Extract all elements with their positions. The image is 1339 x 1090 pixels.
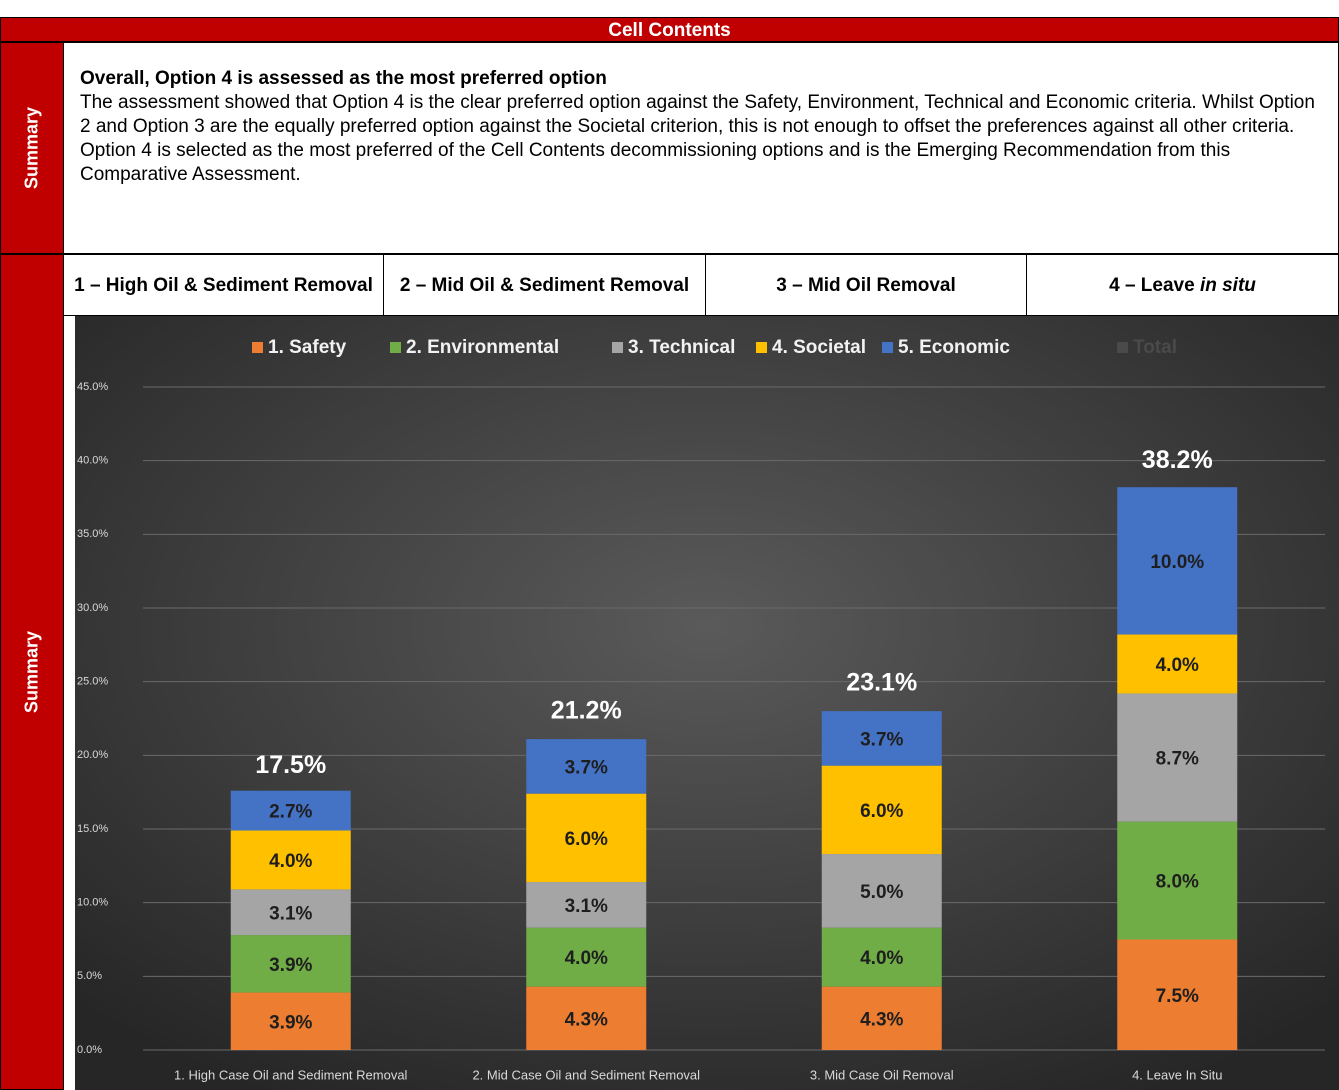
bar-segment bbox=[821, 711, 942, 766]
summary-heading: Overall, Option 4 is assessed as the mos… bbox=[80, 68, 607, 89]
y-tick-label: 20.0% bbox=[77, 749, 108, 761]
segment-label: 4.0% bbox=[860, 948, 903, 969]
bar-segment bbox=[230, 889, 351, 936]
segment-label: 8.0% bbox=[1156, 872, 1199, 893]
chart: 0.0% 5.0% 10.0% 15.0% 20.0% 25.0% 30.0% 35.0% 40… bbox=[75, 316, 1339, 1090]
segment-label: 5.0% bbox=[860, 882, 903, 903]
segment-label: 3.1% bbox=[565, 896, 608, 917]
bar-segment bbox=[821, 927, 942, 987]
column-header: 1 – High Oil & Sediment Removal bbox=[64, 254, 384, 316]
segment-label: 3.9% bbox=[269, 1012, 312, 1033]
segment-label: 4.3% bbox=[860, 1009, 903, 1030]
bar-segment bbox=[526, 793, 647, 883]
segment-label: 4.3% bbox=[565, 1009, 608, 1030]
total-label: 17.5% bbox=[255, 751, 326, 779]
segment-label: 4.0% bbox=[565, 948, 608, 969]
legend-label: 4. Societal bbox=[772, 337, 866, 358]
y-tick-label: 15.0% bbox=[77, 823, 108, 835]
x-tick-label: 2. Mid Case Oil and Sediment Removal bbox=[472, 1067, 700, 1082]
segment-label: 4.0% bbox=[1156, 655, 1199, 676]
column-header: 2 – Mid Oil & Sediment Removal bbox=[384, 254, 706, 316]
y-tick-label: 35.0% bbox=[77, 528, 108, 540]
legend-swatch bbox=[390, 342, 401, 353]
bar-segment bbox=[821, 986, 942, 1050]
segment-label: 3.7% bbox=[860, 729, 903, 750]
x-tick-label: 3. Mid Case Oil Removal bbox=[810, 1067, 954, 1082]
y-tick-label: 5.0% bbox=[77, 970, 102, 982]
bar-segment bbox=[230, 992, 351, 1050]
summary-paragraph: Option 4 is selected as the most preferr… bbox=[80, 140, 1231, 185]
y-tick-label: 10.0% bbox=[77, 897, 108, 909]
segment-label: 6.0% bbox=[860, 801, 903, 822]
x-tick-label: 4. Leave In Situ bbox=[1132, 1067, 1222, 1082]
summary-cell: Overall, Option 4 is assessed as the mos… bbox=[64, 42, 1339, 254]
segment-label: 8.7% bbox=[1156, 749, 1199, 770]
spacer bbox=[64, 316, 75, 1090]
segment-label: 3.1% bbox=[269, 903, 312, 924]
total-label: 38.2% bbox=[1142, 446, 1213, 474]
bar-segment bbox=[230, 830, 351, 890]
bar-segment bbox=[1117, 821, 1238, 940]
column-header-italic: in situ bbox=[1199, 274, 1256, 296]
segment-label: 3.9% bbox=[269, 955, 312, 976]
bar-segment bbox=[1117, 487, 1238, 635]
segment-label: 10.0% bbox=[1150, 552, 1204, 573]
y-tick-label: 25.0% bbox=[77, 676, 108, 688]
bar-segment bbox=[526, 739, 647, 794]
y-tick-label: 45.0% bbox=[77, 381, 108, 393]
total-label: 21.2% bbox=[551, 696, 622, 724]
total-label: 23.1% bbox=[846, 668, 917, 696]
bar-segment bbox=[821, 765, 942, 855]
legend-swatch bbox=[756, 342, 767, 353]
bar-segment bbox=[821, 854, 942, 928]
row-label-text: Summary bbox=[21, 630, 42, 714]
segment-label: 2.7% bbox=[269, 802, 312, 823]
column-header: 3 – Mid Oil Removal bbox=[706, 254, 1027, 316]
row-label: Summary bbox=[0, 254, 64, 1090]
row-label-text: Summary bbox=[21, 106, 42, 190]
y-tick-label: 0.0% bbox=[77, 1044, 102, 1056]
row-label: Summary bbox=[0, 42, 64, 254]
table-title: Cell Contents bbox=[0, 17, 1339, 42]
legend-label: 3. Technical bbox=[628, 337, 735, 358]
column-header: 4 – Leave in situ bbox=[1027, 254, 1339, 316]
segment-label: 4.0% bbox=[269, 851, 312, 872]
legend-swatch bbox=[1117, 342, 1128, 353]
legend-label: 2. Environmental bbox=[406, 337, 559, 358]
column-header-text: 2 – Mid Oil & Sediment Removal bbox=[399, 274, 690, 296]
segment-label: 3.7% bbox=[565, 757, 608, 778]
summary-paragraph: The assessment showed that Option 4 is t… bbox=[80, 92, 1315, 137]
legend-swatch bbox=[252, 342, 263, 353]
bar-segment bbox=[1117, 939, 1238, 1050]
segment-label: 6.0% bbox=[565, 829, 608, 850]
column-header-text: 3 – Mid Oil Removal bbox=[776, 274, 956, 296]
bar-segment bbox=[526, 986, 647, 1050]
legend-swatch bbox=[612, 342, 623, 353]
bar-segment bbox=[230, 935, 351, 993]
x-tick-label: 1. High Case Oil and Sediment Removal bbox=[174, 1067, 408, 1082]
column-header-text: 1 – High Oil & Sediment Removal bbox=[74, 274, 373, 296]
column-header-text: 4 – Leave bbox=[1109, 274, 1200, 296]
legend-label: 1. Safety bbox=[268, 337, 347, 358]
legend-label: Total bbox=[1133, 337, 1177, 358]
bar-segment bbox=[526, 882, 647, 928]
bar-segment bbox=[1117, 634, 1238, 694]
bar-segment bbox=[230, 790, 351, 831]
bar-segment bbox=[526, 927, 647, 987]
legend-swatch bbox=[882, 342, 893, 353]
bar-segment bbox=[1117, 693, 1238, 822]
y-tick-label: 40.0% bbox=[77, 455, 108, 467]
y-tick-label: 30.0% bbox=[77, 602, 108, 614]
legend-label: 5. Economic bbox=[898, 337, 1010, 358]
segment-label: 7.5% bbox=[1156, 986, 1199, 1007]
